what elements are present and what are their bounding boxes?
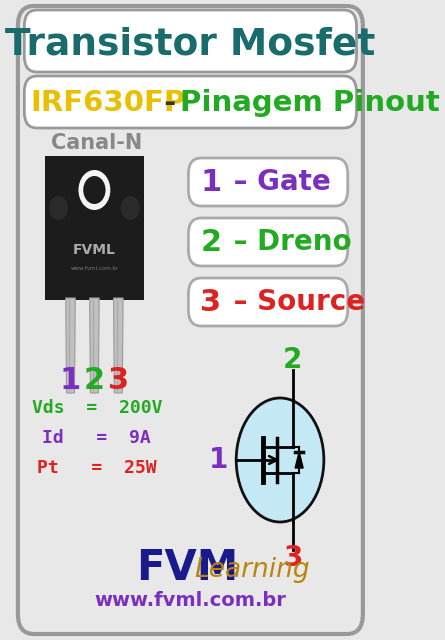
- FancyBboxPatch shape: [188, 158, 348, 206]
- Text: Vds  =  200V: Vds = 200V: [32, 399, 162, 417]
- Text: Pt   =  25W: Pt = 25W: [37, 459, 157, 477]
- Circle shape: [78, 170, 110, 210]
- FancyBboxPatch shape: [188, 278, 348, 326]
- Text: FVML: FVML: [73, 243, 116, 257]
- Text: 1: 1: [209, 446, 228, 474]
- Circle shape: [49, 196, 68, 220]
- FancyBboxPatch shape: [188, 218, 348, 266]
- Text: 1: 1: [200, 168, 221, 196]
- Text: – Source: – Source: [224, 288, 365, 316]
- Text: 2: 2: [283, 346, 303, 374]
- Polygon shape: [113, 298, 123, 393]
- Text: -: -: [154, 89, 187, 117]
- FancyBboxPatch shape: [45, 156, 144, 300]
- Text: 2: 2: [84, 365, 105, 394]
- Text: Canal-N: Canal-N: [51, 133, 142, 153]
- Text: 3: 3: [283, 544, 303, 572]
- Text: – Dreno: – Dreno: [224, 228, 352, 256]
- Circle shape: [83, 176, 105, 204]
- Text: 3: 3: [200, 287, 221, 317]
- Ellipse shape: [236, 398, 324, 522]
- Text: Id   =  9A: Id = 9A: [42, 429, 151, 447]
- Text: www.fvml.com.br: www.fvml.com.br: [94, 591, 286, 609]
- Polygon shape: [89, 298, 99, 393]
- Polygon shape: [295, 452, 303, 468]
- FancyBboxPatch shape: [24, 76, 356, 128]
- Text: Learning: Learning: [195, 557, 311, 583]
- FancyBboxPatch shape: [18, 6, 363, 634]
- Text: 1: 1: [60, 365, 81, 394]
- Text: 2: 2: [200, 227, 221, 257]
- FancyBboxPatch shape: [24, 10, 356, 72]
- Circle shape: [121, 196, 140, 220]
- Text: Transistor Mosfet: Transistor Mosfet: [5, 26, 375, 62]
- Text: – Gate: – Gate: [224, 168, 331, 196]
- Text: FVM: FVM: [137, 547, 239, 589]
- Text: IRF630FP: IRF630FP: [31, 89, 186, 117]
- Text: 3: 3: [108, 365, 129, 394]
- Polygon shape: [66, 298, 75, 393]
- Text: www.fvml.com.br: www.fvml.com.br: [70, 266, 118, 271]
- Text: Pinagem Pinout: Pinagem Pinout: [180, 89, 440, 117]
